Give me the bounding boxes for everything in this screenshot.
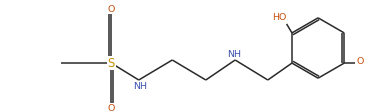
Text: O: O <box>108 5 115 14</box>
Text: NH: NH <box>133 81 147 90</box>
Text: O: O <box>108 103 115 111</box>
Text: S: S <box>108 56 115 69</box>
Text: NH: NH <box>227 50 241 58</box>
Text: HO: HO <box>272 13 286 22</box>
Text: O: O <box>356 57 363 66</box>
